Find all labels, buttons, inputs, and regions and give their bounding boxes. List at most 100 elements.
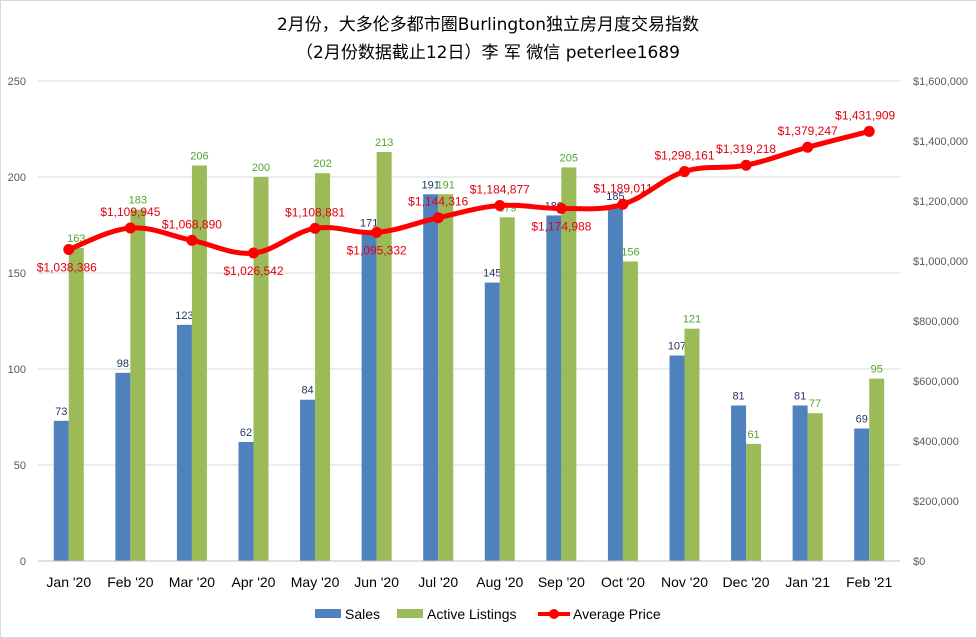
chart-subtitle: （2月份数据截止12日）李 军 微信 peterlee1689 [296, 43, 680, 63]
y-right-tick-label: $600,000 [913, 376, 959, 388]
average-price-point [494, 200, 506, 212]
active-listings-bar [253, 177, 269, 561]
x-tick-label: Dec '20 [723, 574, 770, 590]
average-price-data-label: $1,319,218 [716, 142, 776, 156]
x-axis: Jan '20 Feb '20 Mar '20 Apr '20 May '20 Jun '… [38, 560, 900, 590]
average-price-point [124, 222, 136, 234]
active-listings-bar [499, 217, 515, 561]
y-left-tick-label: 100 [8, 364, 26, 376]
average-price-point [679, 166, 690, 178]
x-tick-label: Sep '20 [538, 574, 585, 590]
active-listings-data-label: 206 [190, 150, 208, 162]
y-right-tick-label: $800,000 [913, 316, 959, 328]
sales-bar [546, 215, 562, 561]
active-listings-data-label: 213 [375, 137, 393, 149]
y-right-tick-label: $1,000,000 [913, 256, 968, 268]
x-tick-label: Mar '20 [169, 574, 215, 590]
active-listings-data-label: 95 [871, 364, 883, 376]
average-price-point [309, 222, 321, 234]
active-listings-data-label: 205 [560, 152, 578, 164]
sales-bar [53, 420, 69, 561]
y-right-tick-label: $1,400,000 [913, 136, 968, 148]
sales-data-label: 191 [422, 179, 440, 191]
active-listings-bar [684, 328, 700, 561]
active-listings-data-label: 156 [621, 246, 639, 258]
legend: Sales Active Listings Average Price [315, 606, 661, 622]
average-price-data-label: $1,108,881 [285, 205, 345, 219]
active-listings-bar [376, 152, 392, 562]
legend-sales-swatch [315, 609, 341, 618]
y-right-tick-label: $1,600,000 [913, 76, 968, 88]
legend-average-price-marker [549, 609, 559, 619]
sales-data-label: 145 [483, 268, 501, 280]
sales-bar [854, 428, 870, 561]
chart-title: 2月份，大多伦多都市圈Burlington独立房月度交易指数 [277, 15, 699, 35]
x-tick-label: Jan '20 [46, 574, 91, 590]
active-listings-data-label: 191 [437, 179, 455, 191]
active-listings-bar [807, 413, 823, 561]
sales-data-label: 98 [117, 358, 129, 370]
average-price-data-label: $1,298,161 [654, 149, 714, 163]
sales-bar [423, 194, 439, 561]
average-price-data-label: $1,379,247 [778, 124, 838, 138]
sales-bar [607, 205, 623, 562]
average-price-data-label: $1,026,542 [223, 264, 283, 278]
x-tick-label: Apr '20 [232, 574, 276, 590]
active-listings-data-label: 183 [129, 195, 147, 207]
bars: 7316398183123206622008420217121319119114… [53, 137, 885, 562]
right-axis: $0 $200,000 $400,000 $600,000 $800,000 $1,000… [913, 76, 968, 568]
y-right-tick-label: $400,000 [913, 436, 959, 448]
sales-data-label: 69 [856, 414, 868, 426]
active-listings-bar [869, 378, 885, 561]
legend-sales-label: Sales [345, 606, 380, 622]
active-listings-bar [191, 165, 207, 562]
active-listings-data-label: 200 [252, 162, 270, 174]
sales-data-label: 84 [301, 385, 313, 397]
active-listings-data-label: 202 [313, 158, 331, 170]
y-right-tick-label: $1,200,000 [913, 196, 968, 208]
average-price-point [186, 234, 198, 246]
x-tick-label: Jul '20 [418, 574, 458, 590]
sales-bar [176, 324, 192, 561]
average-price-data-label: $1,431,909 [835, 108, 895, 122]
active-listings-data-label: 121 [683, 314, 701, 326]
legend-active-listings-label: Active Listings [427, 606, 516, 622]
sales-bar [792, 405, 808, 561]
average-price-point [863, 125, 875, 137]
y-right-tick-label: $200,000 [913, 496, 959, 508]
left-axis: 0 50 100 150 200 250 [8, 76, 26, 568]
average-price-data-label: $1,038,386 [37, 260, 97, 274]
sales-data-label: 62 [240, 427, 252, 439]
average-price-data-label: $1,189,011 [593, 181, 652, 195]
y-right-tick-label: $0 [913, 556, 925, 568]
active-listings-data-label: 61 [747, 429, 759, 441]
average-price-point [617, 198, 629, 210]
active-listings-bar [315, 173, 331, 561]
average-price-point [555, 203, 567, 215]
average-price-data-label: $1,144,316 [408, 195, 468, 209]
x-tick-label: May '20 [291, 574, 340, 590]
average-price-point [63, 243, 75, 255]
average-price-data-label: $1,095,332 [347, 243, 407, 257]
active-listings-bar [622, 261, 638, 561]
average-price-point [432, 212, 444, 224]
active-listings-bar [561, 167, 577, 561]
price-line: $1,038,386 $1,109,945$1,068,890 $1,026,542… [37, 108, 896, 278]
average-price-point [802, 141, 814, 153]
sales-data-label: 81 [794, 390, 806, 402]
x-tick-label: Nov '20 [661, 574, 708, 590]
sales-data-label: 81 [732, 390, 744, 402]
sales-data-label: 107 [668, 341, 686, 353]
active-listings-data-label: 77 [809, 398, 821, 410]
active-listings-bar [130, 209, 146, 561]
average-price-data-label: $1,184,877 [470, 183, 530, 197]
x-tick-label: Feb '20 [107, 574, 153, 590]
sales-bar [115, 372, 131, 561]
legend-active-listings-swatch [397, 609, 423, 618]
sales-bar [238, 441, 254, 561]
legend-average-price-label: Average Price [573, 606, 661, 622]
sales-bar [361, 232, 377, 561]
average-price-point [740, 159, 752, 171]
sales-bar [669, 355, 685, 561]
